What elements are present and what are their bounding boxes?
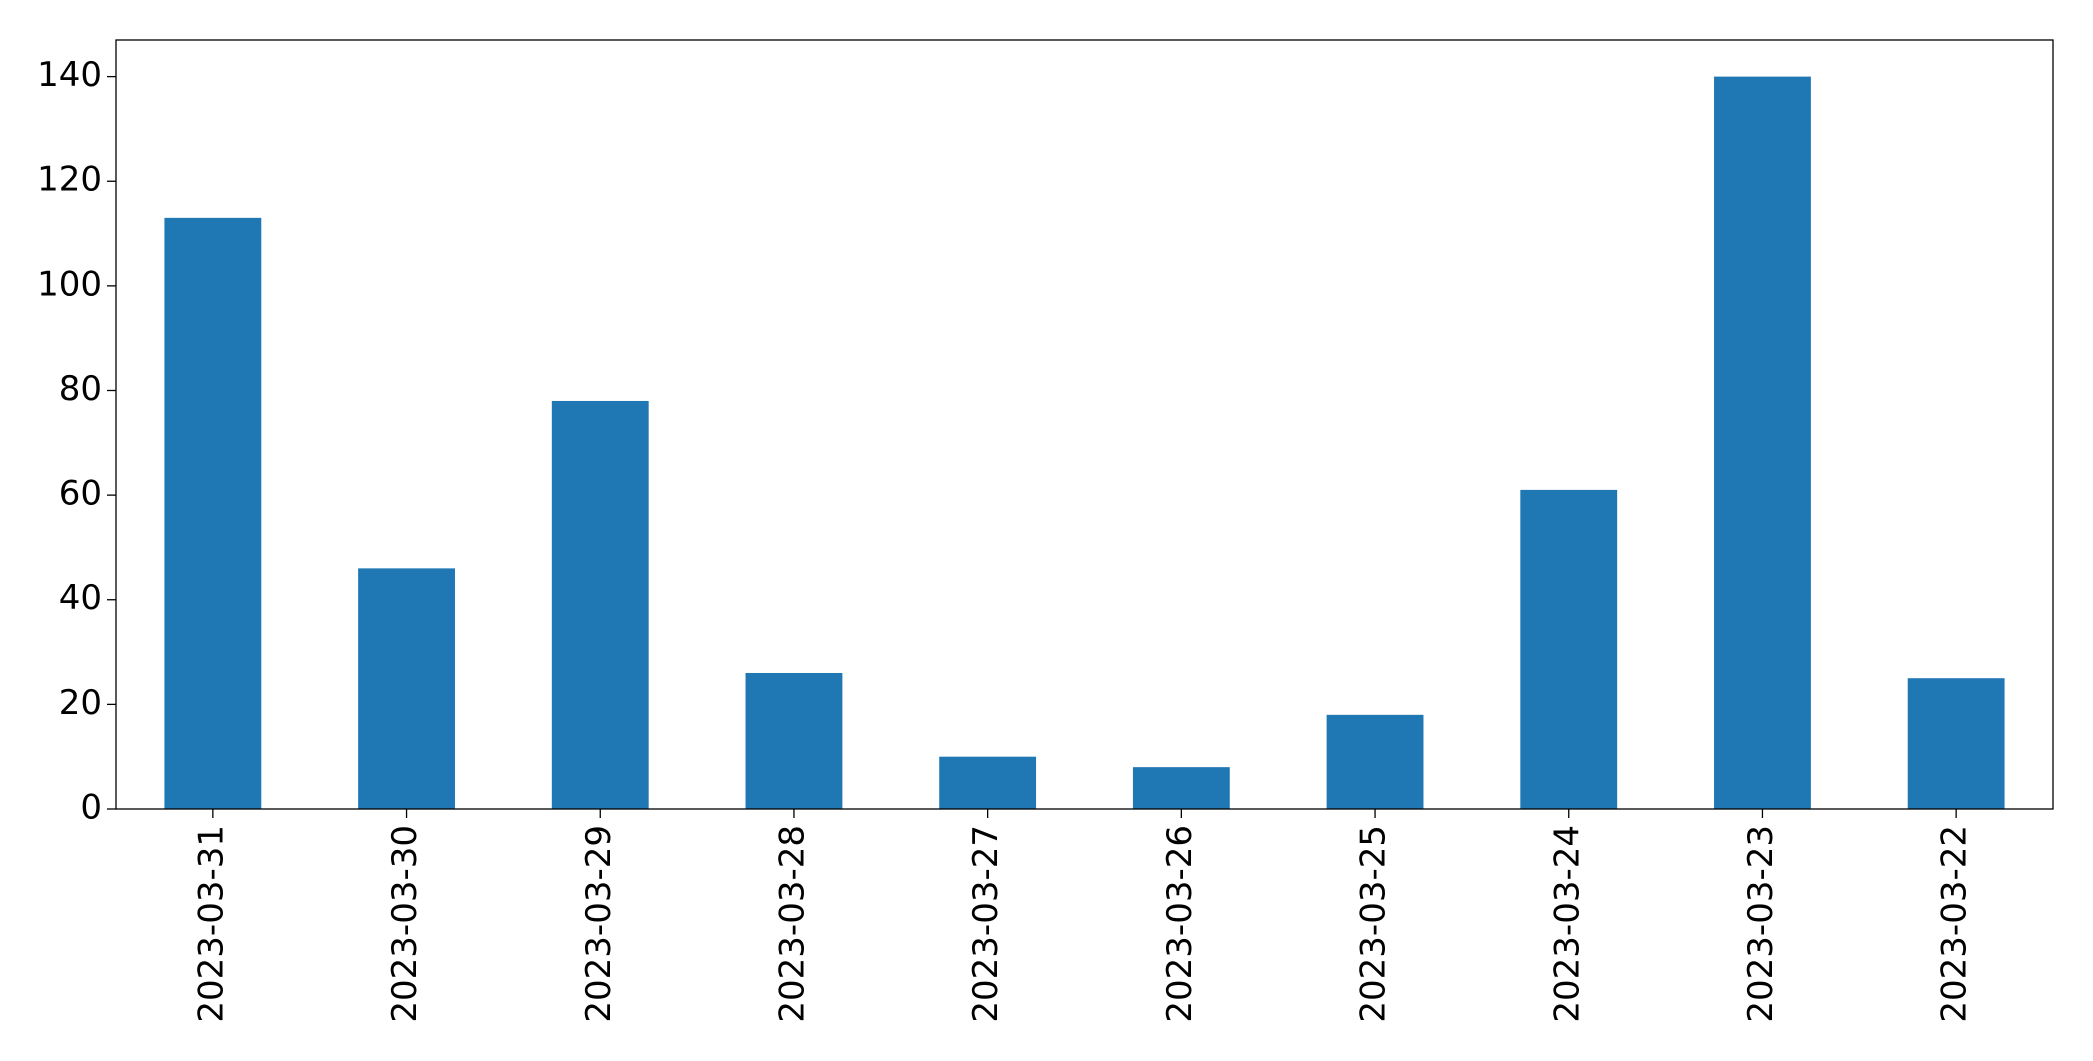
bar: [939, 756, 1037, 809]
x-tick-label: 2023-03-23: [1741, 825, 1781, 1023]
bar: [745, 672, 843, 809]
y-tick-label: 40: [59, 578, 102, 618]
x-tick-label: 2023-03-27: [966, 825, 1006, 1023]
x-tick-label: 2023-03-22: [1935, 825, 1975, 1023]
x-tick-label: 2023-03-31: [191, 825, 231, 1023]
x-tick-label: 2023-03-29: [579, 825, 619, 1023]
plot-frame: [115, 39, 2054, 810]
y-tick-label: 120: [37, 160, 102, 200]
x-tick-label: 2023-03-26: [1160, 825, 1200, 1023]
y-tick-label: 60: [59, 474, 102, 514]
x-tick-label: 2023-03-28: [772, 825, 812, 1023]
y-tick-label: 140: [37, 55, 102, 95]
bar: [1326, 714, 1424, 809]
y-tick-label: 0: [80, 788, 102, 828]
x-tick-label: 2023-03-30: [385, 825, 425, 1023]
x-tick-label: 2023-03-25: [1354, 825, 1394, 1023]
bar: [164, 217, 262, 809]
bar: [1132, 767, 1230, 809]
bar: [1907, 678, 2005, 809]
x-tick-label: 2023-03-24: [1547, 825, 1587, 1023]
y-tick-label: 80: [59, 369, 102, 409]
bar: [1714, 76, 1811, 810]
bar: [358, 568, 455, 809]
y-tick-label: 20: [59, 683, 102, 723]
bar: [551, 400, 649, 809]
y-tick-label: 100: [37, 264, 102, 304]
bar: [1520, 489, 1618, 809]
